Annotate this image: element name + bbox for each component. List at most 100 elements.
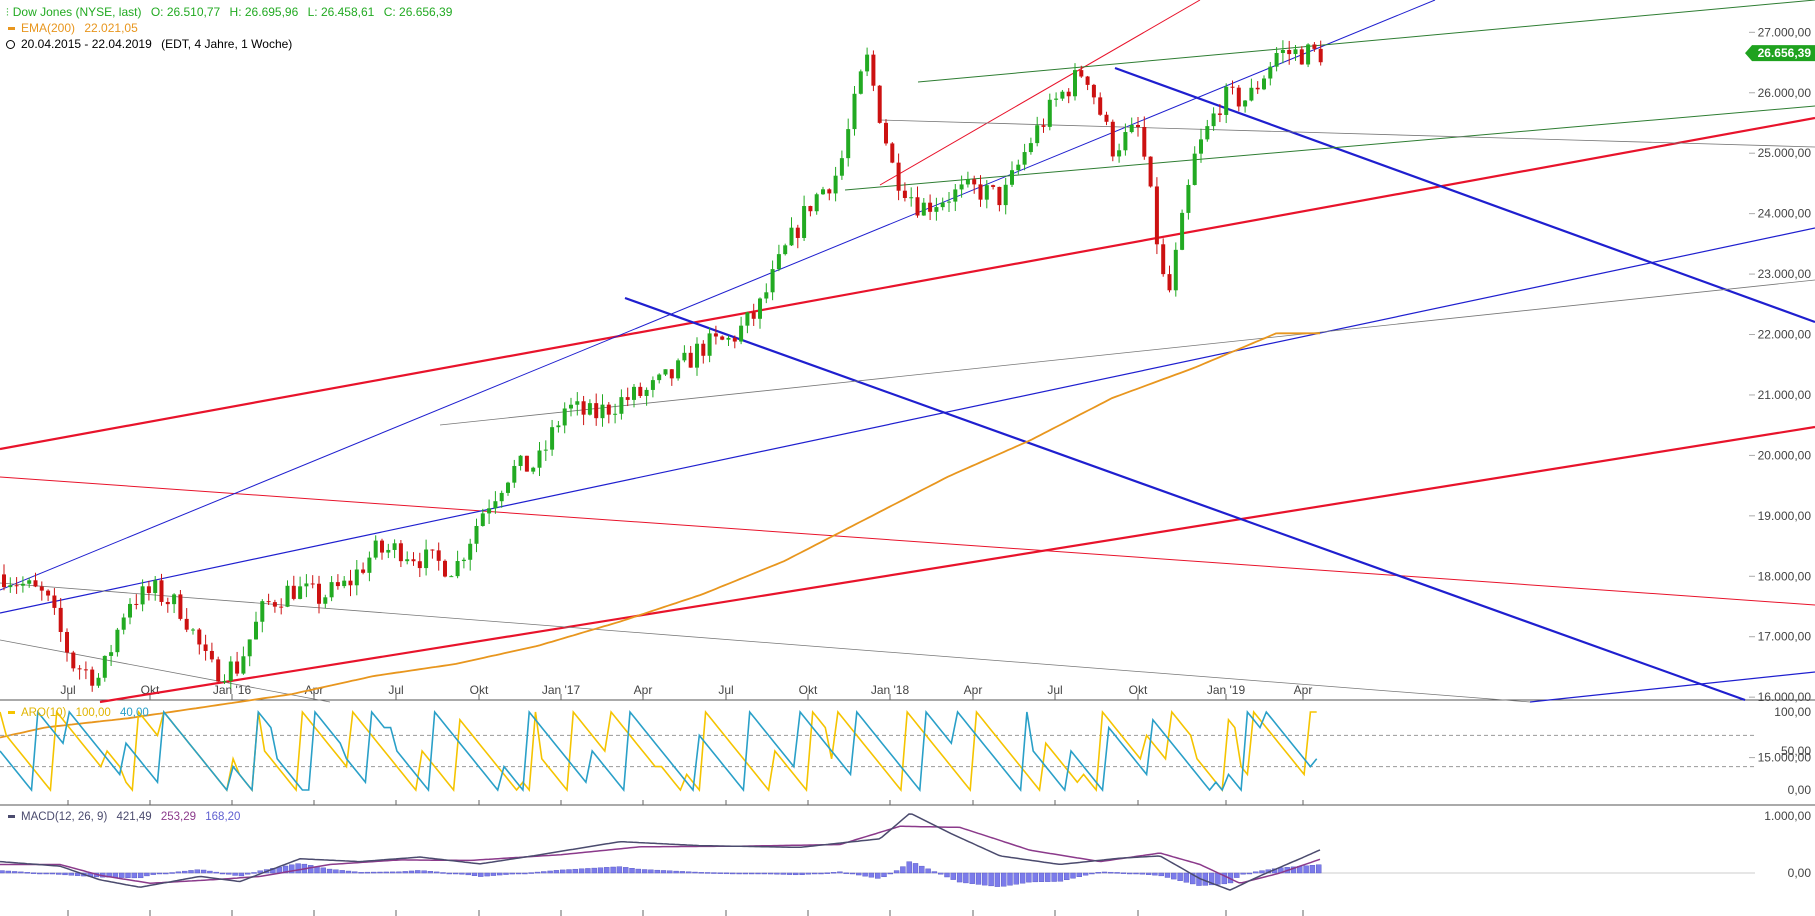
macd-histogram-bar: [629, 868, 635, 874]
candle-body: [121, 617, 126, 630]
macd-histogram-bar: [963, 872, 969, 884]
macd-histogram-bar: [1101, 871, 1108, 874]
macd-histogram-bar: [0, 870, 5, 874]
x-axis-label: Apr: [1294, 683, 1313, 697]
candle-body: [1123, 132, 1128, 151]
candle-body: [266, 601, 271, 603]
candle-body: [39, 586, 44, 591]
candle-body: [335, 582, 340, 587]
macd-histogram-bar: [125, 872, 131, 878]
aroon-legend: ARO(10) 100,00 40,00: [8, 705, 155, 721]
candle-body: [304, 583, 309, 587]
macd-histogram-bar: [503, 872, 509, 875]
macd-histogram-bar: [824, 872, 830, 874]
candle-body: [8, 585, 13, 588]
aroon-down-value: 40,00: [119, 707, 149, 719]
macd-histogram-bar: [623, 867, 629, 874]
price-axis-label: 22.000,00: [1758, 328, 1812, 342]
candle-body: [531, 467, 536, 472]
trend-line: [0, 227, 1815, 614]
candle-body: [644, 389, 649, 396]
candle-body: [1306, 44, 1311, 65]
macd-histogram-bar: [440, 872, 446, 874]
candle-body: [1287, 49, 1292, 55]
macd-histogram-bar: [711, 872, 717, 874]
macd-histogram-bar: [944, 872, 950, 878]
aroon-down-line: [0, 709, 1318, 793]
candle-body: [1136, 124, 1140, 127]
macd-histogram-bar: [238, 872, 245, 877]
candle-body: [1142, 126, 1147, 157]
macd-histogram-bar: [635, 868, 641, 874]
macd-histogram-bar: [572, 868, 578, 874]
macd-histogram-bar: [1152, 872, 1158, 876]
candle-body: [348, 580, 353, 586]
candle-body: [1224, 86, 1229, 115]
candle-body: [310, 583, 315, 585]
macd-histogram-bar: [799, 872, 805, 875]
candle-body: [487, 508, 492, 514]
candle-body: [789, 227, 794, 246]
macd-histogram-bar: [1246, 872, 1253, 875]
macd-histogram-bar: [389, 871, 396, 874]
macd-histogram-bar: [1221, 872, 1227, 885]
macd-histogram-bar: [994, 872, 1001, 887]
range-detail: (EDT, 4 Jahre, 1 Woche): [161, 37, 293, 51]
macd-histogram-bar: [1240, 872, 1246, 875]
candle-body: [569, 404, 573, 409]
candle-body: [865, 54, 870, 72]
candle-body: [493, 501, 498, 509]
ema-label: EMA(200): [21, 21, 76, 35]
macd-histogram-bar: [446, 872, 452, 875]
macd-axis-label: 1.000,00: [1764, 809, 1811, 823]
candle-body: [1255, 87, 1260, 90]
candle-body: [921, 202, 926, 216]
price-axis-label: 25.000,00: [1758, 146, 1812, 160]
price-axis-label: 15.000,00: [1758, 751, 1812, 765]
macd-histogram-bar: [931, 871, 938, 874]
candle-icon: ⫶: [6, 7, 9, 19]
candle-body: [947, 201, 951, 203]
candle-body: [241, 656, 246, 674]
candle-body: [1312, 44, 1317, 49]
macd-histogram-bar: [767, 872, 774, 875]
macd-histogram-bar: [1063, 872, 1070, 881]
candle-body: [109, 652, 114, 656]
macd-histogram-bar: [465, 872, 471, 876]
price-axis-label: 21.000,00: [1758, 388, 1812, 402]
candle-body: [1066, 91, 1071, 97]
macd-histogram-bar: [289, 864, 295, 874]
macd-histogram-bar: [1076, 872, 1083, 877]
trend-line: [1114, 66, 1815, 324]
candle-body: [713, 333, 718, 337]
macd-histogram-bar: [137, 872, 144, 879]
candle-body: [518, 455, 523, 466]
macd-histogram-bar: [251, 872, 257, 874]
candle-body: [178, 594, 183, 619]
candle-body: [575, 401, 580, 405]
candle-body: [1236, 87, 1241, 107]
instrument-name: Dow Jones (NYSE, last): [12, 5, 142, 19]
candle-body: [254, 621, 258, 640]
macd-histogram-bar: [906, 861, 912, 874]
candle-body: [1041, 125, 1046, 127]
price-axis-label: 20.000,00: [1758, 448, 1812, 462]
price-axis-label: 19.000,00: [1758, 509, 1812, 523]
macd-value: 421,49: [116, 811, 152, 823]
trend-line: [0, 116, 1815, 451]
macd-histogram-bar: [144, 872, 150, 877]
close-value: C: 26.656,39: [383, 5, 453, 19]
macd-histogram-bar: [257, 870, 263, 874]
range-legend: 20.04.2015 - 22.04.2019 (EDT, 4 Jahre, 1…: [6, 36, 298, 52]
candle-body: [852, 93, 857, 130]
candle-body: [197, 629, 202, 645]
macd-histogram-bar: [1215, 872, 1221, 885]
candle-body: [613, 413, 618, 415]
candle-body: [1110, 121, 1115, 157]
macd-histogram-bar: [5, 870, 12, 874]
macd-histogram-bar: [1252, 871, 1259, 874]
macd-histogram-bar: [1126, 872, 1133, 875]
macd-histogram-bar: [616, 866, 623, 874]
last-price-label: 26.656,39: [1758, 46, 1812, 60]
macd-histogram-bar: [131, 872, 138, 879]
